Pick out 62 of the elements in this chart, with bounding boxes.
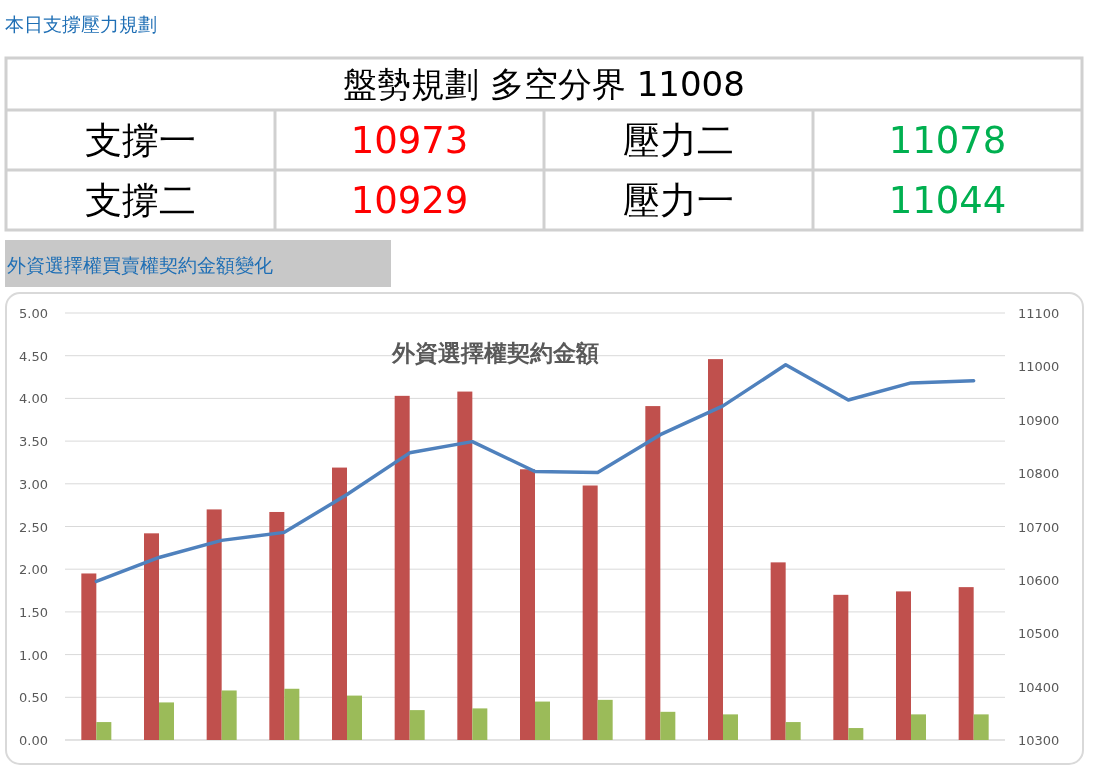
bar: [848, 728, 864, 740]
y-tick-label: 3.50: [19, 434, 48, 450]
bar: [96, 722, 112, 740]
y-tick-label: 5.00: [19, 306, 48, 321]
y-tick-label: 4.50: [19, 348, 48, 364]
y2-tick-label: 10600: [1018, 572, 1060, 588]
bar: [269, 511, 285, 740]
text: 支撐一: [85, 119, 196, 162]
chart-subtitle: 外資選擇權買賣權契約金額變化: [7, 254, 273, 276]
text: 11044: [888, 179, 1007, 222]
bar: [144, 533, 159, 740]
y2-tick-label: 10500: [1018, 626, 1060, 642]
bar: [660, 711, 676, 740]
bar: [81, 573, 97, 740]
bar: [394, 395, 410, 740]
y-tick-label: 1.00: [19, 647, 48, 663]
bar: [582, 485, 598, 740]
bar: [597, 699, 613, 740]
bar: [911, 714, 926, 740]
y-tick-label: 3.00: [19, 476, 48, 492]
y2-tick-label: 10700: [1018, 519, 1060, 535]
y2-tick-label: 10900: [1018, 412, 1060, 428]
bar: [708, 359, 723, 740]
y-tick-label: 1.50: [19, 604, 48, 620]
y2-tick-label: 10800: [1018, 466, 1060, 482]
bar: [206, 509, 222, 740]
text: 支撐二: [85, 179, 196, 222]
text: 壓力一: [623, 179, 734, 222]
bar: [332, 467, 347, 740]
y-tick-label: 0.00: [19, 733, 48, 748]
y2-tick-label: 11100: [1018, 306, 1060, 321]
text: 10973: [350, 119, 469, 162]
bar: [770, 562, 786, 740]
bar: [833, 594, 849, 740]
text: 本日支撐壓力規劃: [5, 13, 157, 35]
bar: [457, 391, 473, 740]
y-tick-label: 2.50: [19, 519, 48, 535]
bar: [958, 587, 974, 740]
bar: [520, 469, 535, 740]
bar: [723, 714, 738, 740]
text: 盤勢規劃 多空分界 11008: [343, 64, 745, 104]
y-tick-label: 2.00: [19, 562, 48, 578]
bar: [221, 690, 237, 740]
text: 11078: [888, 119, 1007, 162]
text: 10929: [350, 179, 469, 222]
text: 外資選擇權契約金額: [390, 340, 599, 366]
bar: [472, 708, 488, 740]
bar: [973, 714, 989, 740]
bar: [535, 701, 550, 740]
bar: [159, 702, 174, 740]
text: 壓力二: [623, 119, 734, 162]
y2-tick-label: 10400: [1018, 679, 1060, 695]
bar: [645, 406, 661, 740]
bar: [409, 710, 425, 740]
bar: [896, 591, 911, 740]
bar: [785, 722, 801, 740]
bar: [347, 695, 362, 740]
y2-tick-label: 10300: [1018, 733, 1060, 748]
y2-tick-label: 11000: [1018, 359, 1060, 375]
y-tick-label: 4.00: [19, 391, 48, 407]
bar: [284, 688, 300, 740]
y-tick-label: 0.50: [19, 690, 48, 706]
